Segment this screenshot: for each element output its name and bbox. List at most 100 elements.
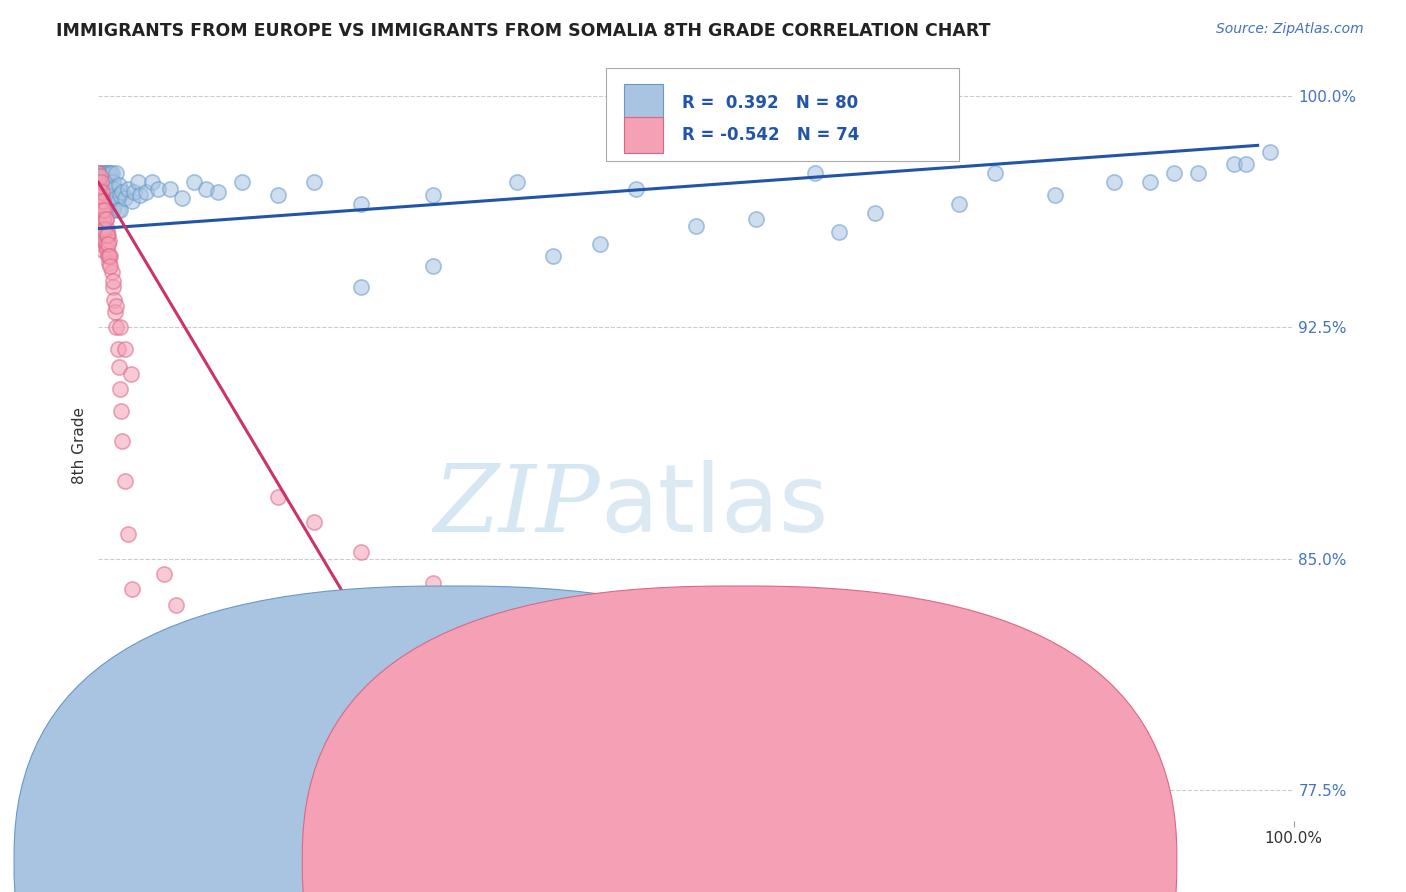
Point: [183, 629, 205, 643]
Point: [98, 166, 121, 180]
Point: [745, 212, 768, 227]
Point: [132, 706, 155, 720]
Point: [141, 175, 163, 189]
Point: [626, 181, 648, 195]
Point: [422, 576, 444, 591]
Y-axis label: 8th Grade: 8th Grade: [72, 408, 87, 484]
Point: [96, 221, 118, 235]
Point: [87, 187, 110, 202]
Point: [90, 194, 112, 208]
Point: [91, 166, 114, 180]
Point: [90, 197, 112, 211]
Point: [101, 175, 124, 189]
Point: [96, 243, 118, 257]
Point: [97, 249, 120, 263]
Point: [94, 212, 117, 227]
Point: [589, 237, 612, 252]
Point: [1043, 187, 1066, 202]
Point: [506, 175, 529, 189]
Point: [1187, 166, 1209, 180]
Point: [1223, 157, 1246, 171]
Text: Immigrants from Somalia: Immigrants from Somalia: [794, 855, 988, 870]
Point: [91, 175, 114, 189]
Point: [1104, 175, 1126, 189]
Point: [94, 187, 117, 202]
Point: [93, 212, 115, 227]
Point: [101, 274, 124, 288]
Point: [172, 191, 194, 205]
Point: [87, 166, 110, 180]
Point: [267, 490, 290, 504]
Point: [108, 320, 131, 334]
Point: [1234, 157, 1257, 171]
Point: [89, 181, 111, 195]
Point: [94, 166, 117, 180]
Text: Immigrants from Europe: Immigrants from Europe: [506, 855, 693, 870]
Point: [93, 166, 115, 180]
Point: [103, 293, 125, 307]
FancyBboxPatch shape: [624, 117, 662, 153]
Point: [124, 185, 146, 199]
Point: [87, 212, 110, 227]
Point: [98, 234, 121, 248]
Point: [90, 194, 112, 208]
Point: [114, 191, 136, 205]
Point: [685, 219, 707, 233]
Point: [90, 166, 112, 180]
Point: [91, 237, 114, 252]
Point: [90, 212, 112, 227]
Point: [422, 259, 444, 273]
Point: [865, 206, 887, 220]
Point: [302, 175, 325, 189]
Point: [104, 305, 127, 319]
Point: [350, 545, 373, 559]
Point: [195, 181, 218, 195]
Point: [506, 607, 529, 621]
Point: [135, 185, 157, 199]
Point: [97, 237, 120, 252]
Point: [117, 527, 139, 541]
FancyBboxPatch shape: [624, 85, 662, 121]
Point: [267, 187, 290, 202]
Point: [87, 181, 110, 195]
Point: [159, 181, 181, 195]
Point: [105, 299, 128, 313]
Point: [111, 434, 134, 449]
Point: [422, 187, 444, 202]
Point: [804, 166, 827, 180]
Point: [100, 259, 122, 273]
Point: [350, 197, 373, 211]
Point: [103, 181, 125, 195]
Point: [104, 197, 127, 211]
Point: [107, 178, 129, 193]
Point: [107, 360, 129, 375]
Point: [97, 175, 120, 189]
Point: [87, 166, 110, 180]
Point: [121, 194, 143, 208]
Text: Source: ZipAtlas.com: Source: ZipAtlas.com: [1216, 22, 1364, 37]
Point: [91, 175, 114, 189]
Point: [101, 203, 124, 218]
Text: R = -0.542   N = 74: R = -0.542 N = 74: [682, 126, 859, 144]
Point: [90, 181, 112, 195]
Point: [90, 175, 112, 189]
Text: R =  0.392   N = 80: R = 0.392 N = 80: [682, 94, 858, 112]
Point: [94, 212, 117, 227]
Point: [100, 265, 122, 279]
Point: [105, 191, 128, 205]
Point: [120, 367, 142, 381]
Point: [100, 166, 122, 180]
Point: [96, 227, 118, 242]
Point: [1139, 175, 1161, 189]
Point: [98, 255, 121, 269]
Point: [89, 187, 111, 202]
Point: [183, 175, 205, 189]
Point: [91, 203, 114, 218]
Point: [98, 249, 121, 263]
Point: [91, 187, 114, 202]
Point: [93, 234, 115, 248]
Point: [350, 280, 373, 294]
Point: [91, 185, 114, 199]
Point: [93, 197, 115, 211]
Point: [91, 219, 114, 233]
